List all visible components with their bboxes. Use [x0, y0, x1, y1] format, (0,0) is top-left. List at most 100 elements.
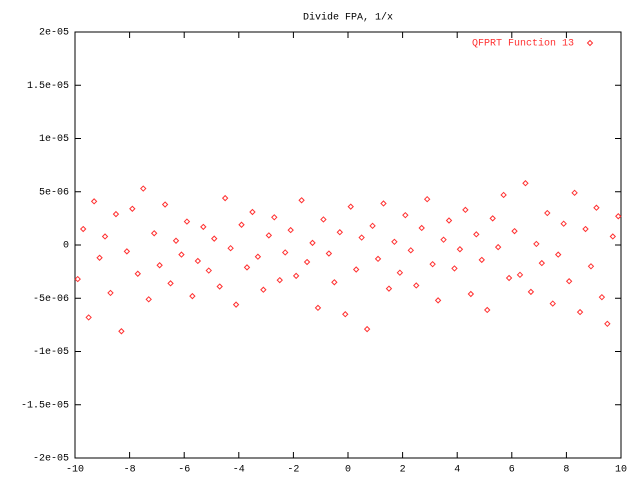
x-tick-label: 8: [563, 465, 569, 476]
point: [587, 263, 595, 270]
point: [609, 233, 617, 240]
point: [604, 320, 611, 328]
point: [380, 200, 387, 207]
point: [467, 290, 475, 298]
point: [440, 236, 447, 243]
x-tick-label: 0: [345, 465, 351, 476]
x-tick-label: -2: [287, 465, 299, 476]
point: [342, 311, 349, 318]
point: [560, 220, 567, 227]
point: [500, 191, 507, 199]
point: [107, 289, 114, 297]
point: [538, 259, 546, 267]
point: [347, 203, 354, 210]
point: [238, 221, 245, 228]
point: [123, 248, 131, 255]
point: [396, 269, 404, 276]
y-tick-label: 5e-06: [39, 187, 69, 198]
x-tick-label: 2: [400, 465, 406, 476]
x-tick-label: 6: [509, 465, 515, 476]
point: [527, 288, 535, 296]
x-tick-label: 4: [454, 465, 460, 476]
point: [413, 282, 420, 289]
point: [473, 231, 480, 238]
point: [260, 286, 267, 293]
point: [85, 314, 92, 321]
x-tick-label: -8: [124, 465, 136, 476]
point: [216, 283, 223, 290]
y-tick-label: 1.5e-05: [27, 81, 69, 92]
point: [101, 233, 109, 240]
point: [150, 230, 158, 237]
point: [205, 267, 212, 274]
point: [194, 257, 202, 265]
point: [374, 255, 382, 263]
point: [249, 208, 256, 216]
legend-marker: [586, 39, 594, 47]
y-tick-label: 2e-05: [39, 28, 69, 39]
point: [271, 214, 278, 221]
point: [211, 235, 218, 242]
point: [593, 204, 600, 211]
point: [265, 232, 273, 239]
point: [221, 194, 229, 202]
point: [118, 328, 125, 335]
y-tick-label: 1e-05: [39, 134, 69, 145]
point: [292, 272, 300, 280]
point: [402, 211, 409, 219]
point: [156, 262, 163, 269]
point: [565, 278, 573, 285]
point: [134, 270, 141, 277]
point: [352, 266, 360, 273]
point: [96, 254, 103, 261]
point: [456, 246, 464, 253]
point: [336, 229, 344, 236]
point: [90, 198, 98, 205]
x-tick-label: 10: [615, 465, 627, 476]
legend-label: QFPRT Function 13: [472, 38, 574, 50]
point: [282, 249, 289, 256]
point: [516, 271, 524, 279]
point: [462, 206, 469, 214]
point: [200, 223, 207, 231]
point: [445, 217, 453, 224]
x-tick-label: -6: [178, 465, 190, 476]
point: [598, 293, 606, 301]
point: [74, 275, 81, 283]
point: [576, 308, 584, 316]
point: [478, 256, 485, 264]
point: [434, 297, 442, 304]
chart-title: Divide FPA, 1/x: [303, 12, 393, 24]
point: [183, 218, 191, 225]
point: [172, 237, 180, 244]
point: [303, 258, 311, 266]
point: [358, 234, 365, 241]
point: [407, 247, 414, 254]
point: [549, 300, 556, 307]
point: [129, 205, 136, 212]
point: [533, 240, 540, 248]
point: [232, 301, 240, 308]
point: [189, 292, 196, 300]
point: [418, 224, 425, 232]
y-tick-label: -1.5e-05: [21, 400, 69, 411]
point: [423, 195, 431, 203]
point: [451, 265, 458, 272]
point: [227, 244, 234, 252]
point: [287, 226, 294, 234]
point: [161, 201, 169, 208]
point: [320, 216, 327, 223]
point: [555, 251, 562, 258]
y-tick-label: -5e-06: [33, 294, 69, 305]
point: [582, 225, 589, 233]
point: [314, 304, 322, 312]
x-tick-label: -10: [66, 465, 84, 476]
point: [511, 227, 518, 235]
point: [79, 225, 87, 233]
point: [489, 215, 496, 222]
point: [254, 253, 262, 260]
point: [331, 279, 338, 286]
point: [145, 296, 152, 303]
point: [494, 243, 502, 251]
